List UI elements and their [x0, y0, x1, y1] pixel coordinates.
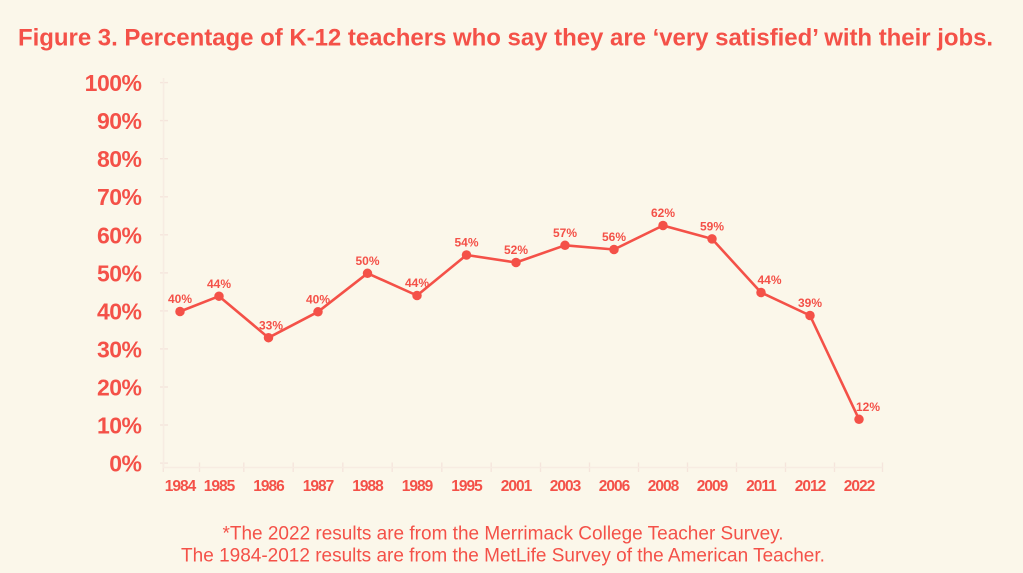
svg-text:1989: 1989: [402, 478, 434, 495]
svg-text:57%: 57%: [553, 226, 577, 240]
svg-text:70%: 70%: [97, 184, 142, 210]
svg-text:50%: 50%: [97, 260, 142, 286]
svg-text:10%: 10%: [97, 413, 142, 439]
svg-text:40%: 40%: [306, 293, 330, 307]
svg-text:2011: 2011: [746, 478, 777, 495]
svg-text:0%: 0%: [109, 451, 141, 477]
svg-text:62%: 62%: [651, 206, 675, 220]
svg-text:1984: 1984: [165, 478, 197, 495]
svg-text:44%: 44%: [405, 276, 429, 290]
svg-text:54%: 54%: [454, 236, 478, 250]
svg-text:56%: 56%: [602, 230, 626, 244]
svg-text:1987: 1987: [303, 478, 334, 495]
svg-text:59%: 59%: [700, 220, 724, 234]
svg-text:2008: 2008: [648, 478, 680, 495]
svg-text:40%: 40%: [168, 292, 192, 306]
svg-text:52%: 52%: [504, 243, 528, 257]
svg-text:2012: 2012: [795, 478, 826, 495]
svg-text:1988: 1988: [352, 478, 384, 495]
svg-text:100%: 100%: [85, 70, 142, 96]
svg-text:*The 2022 results are from the: *The 2022 results are from the Merrimack…: [222, 524, 783, 545]
svg-text:2022: 2022: [844, 478, 875, 495]
svg-text:80%: 80%: [97, 146, 142, 172]
svg-text:2006: 2006: [599, 478, 631, 495]
svg-text:Figure 3. Percentage of K-12 t: Figure 3. Percentage of K-12 teachers wh…: [18, 24, 993, 51]
svg-text:1986: 1986: [253, 478, 285, 495]
svg-text:60%: 60%: [97, 222, 142, 248]
svg-text:39%: 39%: [798, 296, 822, 310]
svg-text:2009: 2009: [697, 478, 729, 495]
svg-text:1995: 1995: [451, 478, 483, 495]
svg-text:44%: 44%: [207, 277, 231, 291]
svg-text:30%: 30%: [97, 336, 142, 362]
svg-text:The 1984-2012 results are from: The 1984-2012 results are from the MetLi…: [181, 546, 825, 567]
svg-text:33%: 33%: [259, 318, 283, 332]
svg-text:50%: 50%: [355, 254, 379, 268]
svg-text:44%: 44%: [757, 273, 781, 287]
svg-text:1985: 1985: [204, 478, 236, 495]
svg-text:20%: 20%: [97, 375, 142, 401]
svg-text:90%: 90%: [97, 108, 142, 134]
svg-text:2001: 2001: [501, 478, 533, 495]
svg-text:12%: 12%: [856, 400, 880, 414]
svg-text:40%: 40%: [97, 298, 142, 324]
svg-text:2003: 2003: [550, 478, 582, 495]
